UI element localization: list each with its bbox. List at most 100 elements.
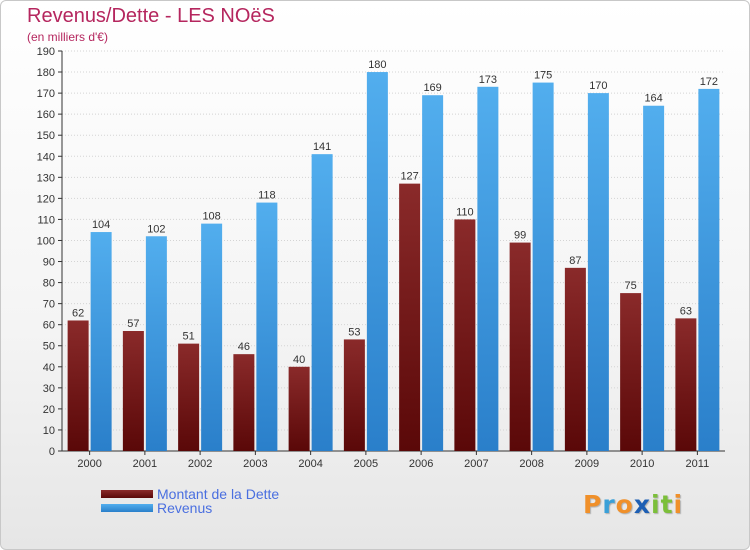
bar-revenus: [201, 223, 223, 451]
bar-debt: [564, 267, 586, 451]
data-label: 141: [313, 141, 331, 153]
bar-debt: [178, 343, 200, 451]
y-tick-label: 20: [43, 404, 55, 416]
legend: Montant de la Dette Revenus: [101, 486, 280, 516]
legend-swatch-debt: [101, 490, 153, 498]
data-label: 87: [569, 255, 581, 267]
chart-title: Revenus/Dette - LES NOëS: [27, 5, 275, 27]
logo-letter: P: [583, 490, 603, 519]
y-tick-label: 120: [37, 193, 55, 205]
bar-revenus: [532, 82, 554, 451]
data-label: 75: [625, 280, 637, 292]
bar-revenus: [256, 202, 278, 451]
data-label: 164: [644, 93, 662, 105]
data-label: 118: [258, 190, 276, 202]
bar-debt: [509, 242, 531, 451]
legend-label-revenus: Revenus: [157, 500, 213, 516]
y-tick-label: 10: [43, 425, 55, 437]
data-label: 99: [514, 230, 526, 242]
axes: 0 10 20 30 40 50 60 70 80 90 100 110 120 130 140 150 160…: [37, 46, 725, 470]
bar-revenus: [643, 105, 665, 451]
data-label: 180: [368, 59, 386, 71]
legend-label-debt: Montant de la Dette: [157, 486, 280, 502]
bars: [67, 72, 720, 452]
x-tick-label: 2008: [519, 458, 543, 470]
legend-item-revenus: Revenus: [101, 500, 279, 516]
bar-revenus: [90, 232, 112, 451]
bar-debt: [675, 318, 697, 451]
y-tick-label: 160: [37, 109, 55, 121]
x-tick-label: 2009: [575, 458, 599, 470]
y-tick-label: 150: [37, 130, 55, 142]
x-tick-label: 2004: [298, 458, 322, 470]
y-tick-label: 60: [43, 320, 55, 332]
data-label: 108: [202, 211, 220, 223]
data-label: 170: [589, 80, 607, 92]
logo-letter: o: [615, 490, 634, 519]
data-label: 172: [700, 76, 718, 88]
bar-revenus: [422, 95, 444, 452]
y-tick-label: 170: [37, 88, 55, 100]
bar-debt: [122, 331, 144, 451]
y-tick-label: 100: [37, 235, 55, 247]
gridlines: [62, 50, 725, 452]
x-tick-label: 2000: [77, 458, 101, 470]
bar-debt: [399, 183, 421, 451]
y-tick-label: 110: [37, 214, 55, 226]
y-tick-label: 50: [43, 341, 55, 353]
logo-letter: r: [602, 490, 616, 519]
bar-revenus: [477, 86, 499, 451]
data-label: 46: [238, 341, 250, 353]
data-label: 104: [92, 219, 110, 231]
legend-swatch-revenus: [101, 504, 153, 512]
bar-revenus: [311, 154, 333, 451]
proxiti-logo: Proxiti: [583, 490, 683, 519]
x-tick-label: 2003: [243, 458, 267, 470]
data-label: 102: [147, 223, 165, 235]
data-label: 40: [293, 354, 305, 366]
bar-debt: [454, 219, 476, 451]
x-tick-label: 2007: [464, 458, 488, 470]
bar-revenus: [587, 93, 609, 452]
data-label: 175: [534, 70, 552, 82]
y-tick-label: 40: [43, 362, 55, 374]
y-tick-label: 180: [37, 67, 55, 79]
data-label: 169: [423, 82, 441, 94]
bar-revenus: [366, 72, 388, 451]
data-label: 53: [348, 326, 360, 338]
x-tick-label: 2006: [409, 458, 433, 470]
y-tick-label: 190: [37, 46, 55, 58]
x-tick-label: 2005: [354, 458, 378, 470]
y-tick-label: 80: [43, 278, 55, 290]
legend-item-debt: Montant de la Dette: [101, 486, 280, 502]
y-tick-label: 70: [43, 299, 55, 311]
logo-letter: i: [673, 490, 684, 519]
logo-letter: i: [651, 490, 661, 519]
bar-debt: [288, 366, 310, 451]
bar-revenus: [145, 236, 167, 451]
x-tick-label: 2001: [133, 458, 157, 470]
y-tick-label: 130: [37, 172, 55, 184]
data-label: 127: [400, 171, 418, 183]
data-label: 173: [479, 74, 497, 86]
data-label: 63: [680, 305, 692, 317]
x-tick-label: 2011: [686, 458, 710, 470]
chart-subtitle: (en milliers d'€): [27, 30, 108, 44]
data-label: 57: [127, 318, 139, 330]
y-tick-label: 90: [43, 257, 55, 269]
x-tick-label: 2010: [630, 458, 654, 470]
data-label: 110: [456, 206, 474, 218]
y-tick-label: 30: [43, 383, 55, 395]
bar-debt: [343, 339, 365, 451]
x-tick-label: 2002: [188, 458, 212, 470]
logo-letter: t: [660, 490, 674, 519]
data-label: 51: [183, 331, 195, 343]
data-labels: 62 104 57 102 51 108 46 118 40 141 53 180 127 169 110 1…: [72, 59, 718, 366]
y-tick-label: 140: [37, 151, 55, 163]
bar-debt: [620, 293, 642, 451]
bar-revenus: [698, 88, 720, 451]
logo-letter: x: [633, 490, 651, 519]
bar-debt: [67, 320, 89, 451]
